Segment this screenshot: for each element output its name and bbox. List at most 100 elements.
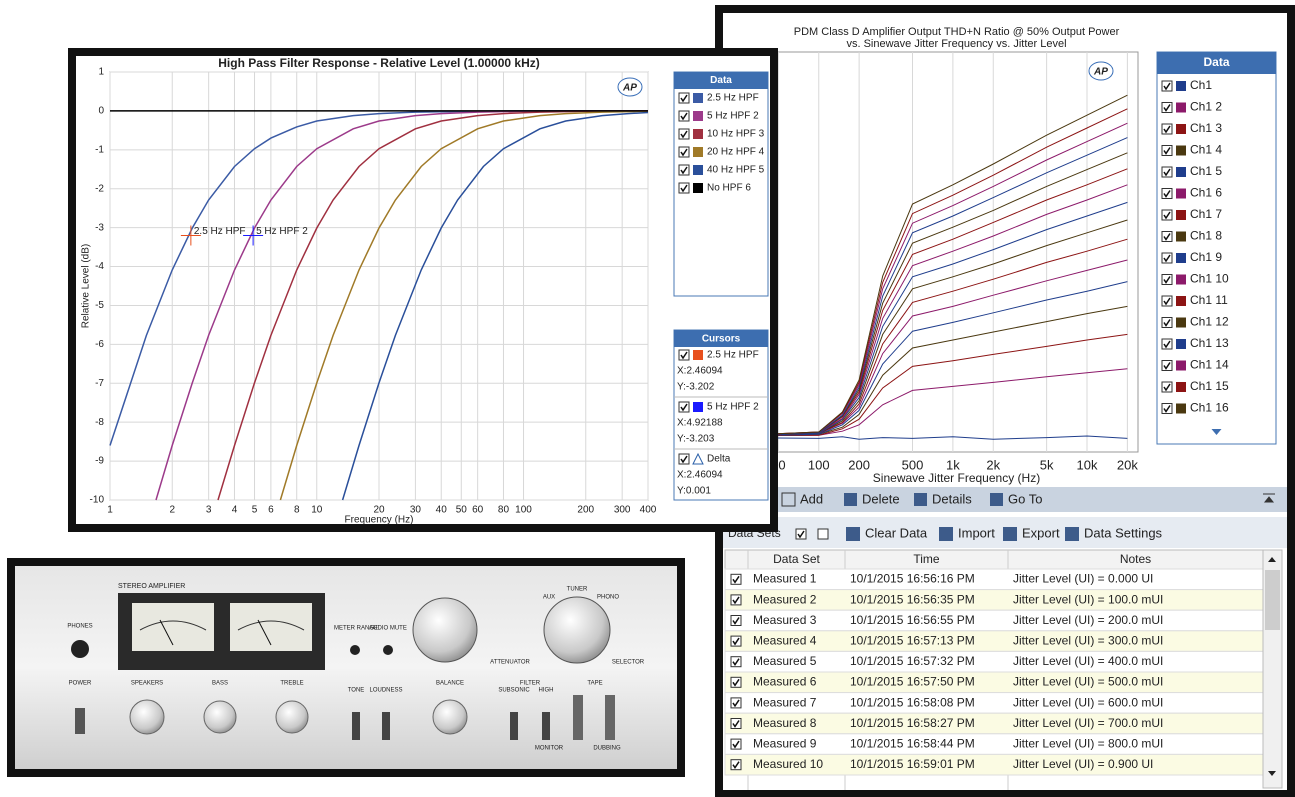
check-mark: [732, 740, 740, 749]
x-tick-label: 1k: [946, 457, 960, 472]
x-tick-label: 400: [640, 505, 657, 516]
legend-label: Ch1 16: [1190, 401, 1229, 415]
legend-swatch: [1176, 210, 1186, 220]
series-line: [725, 368, 1128, 437]
checkbox: [678, 128, 690, 140]
check-mark: [1163, 276, 1171, 284]
check-mark: [732, 761, 740, 770]
legend-label: Ch1 4: [1190, 143, 1222, 157]
y-tick-label: -1: [95, 144, 104, 155]
x-tick-label: 40: [436, 505, 448, 516]
cursor-label: 5 Hz HPF 2: [256, 226, 308, 237]
check-mark: [732, 575, 740, 584]
toolbar-button: Delete: [862, 491, 900, 506]
checkbox: [678, 92, 690, 104]
legend-label: Ch1 10: [1190, 272, 1229, 286]
legend-label: 2.5 Hz HPF: [707, 93, 759, 104]
left-window: High Pass Filter Response - Relative Lev…: [68, 48, 778, 532]
panel-labels: STEREO AMPLIFIER PHONES POWER SPEAKERS B…: [67, 583, 644, 752]
table-cell: Measured 7: [753, 695, 817, 709]
legend-swatch: [1176, 317, 1186, 328]
bar-button: Export: [1022, 525, 1060, 540]
x-tick-label: 80: [498, 505, 510, 516]
series-line: [217, 110, 649, 501]
legend-swatch: [1176, 274, 1186, 285]
bar-button: Import: [958, 525, 995, 540]
x-tick-label: 500: [902, 457, 924, 472]
attenuator-knob: [412, 597, 478, 663]
high-switch: [542, 712, 550, 740]
y-tick-label: -2: [95, 183, 104, 194]
checkbox: [795, 528, 807, 540]
table-cell: Measured 2: [753, 592, 817, 606]
checkbox: [1161, 403, 1173, 414]
x-tick-label: 2: [169, 505, 175, 516]
table-cell: Jitter Level (UI) = 800.0 mUI: [1013, 736, 1163, 750]
checkbox: [730, 718, 742, 729]
check-mark: [1163, 211, 1171, 220]
tape-lever: [605, 695, 615, 740]
selector-knob: [543, 596, 611, 664]
cursor-x: X:4.92188: [677, 418, 723, 429]
plot-area: [724, 51, 1139, 453]
legend-swatch: [693, 111, 703, 121]
series-line: [279, 110, 649, 501]
subsonic-switch: [510, 712, 518, 740]
table-cell: Jitter Level (UI) = 100.0 mUI: [1013, 592, 1163, 606]
panel-label: PHONO: [597, 595, 619, 601]
legend-swatch: [1176, 253, 1186, 263]
check-mark: [1163, 125, 1171, 134]
legend-label: Ch1: [1190, 78, 1212, 92]
panel-label: MONITOR: [535, 746, 564, 752]
table-cell: Jitter Level (UI) = 0.000 UI: [1013, 572, 1153, 586]
checkbox: [1161, 338, 1173, 350]
checkbox: [1161, 231, 1173, 242]
series-line: [725, 94, 1128, 437]
checkbox: [678, 401, 690, 413]
legend-label: Ch1 8: [1190, 229, 1222, 243]
legend-swatch: [1176, 102, 1186, 113]
table-cell: Jitter Level (UI) = 200.0 mUI: [1013, 613, 1163, 627]
meter-face: [132, 603, 214, 651]
legend-header: [674, 72, 768, 89]
checkbox: [678, 182, 690, 194]
check-mark: [1163, 233, 1171, 241]
series-line: [725, 238, 1128, 437]
chart-subtitle: vs. Sinewave Jitter Frequency vs. Jitter…: [846, 38, 1066, 50]
table-cell: 10/1/2015 16:56:16 PM: [850, 572, 975, 586]
checkbox: [678, 164, 690, 176]
check-mark: [1163, 383, 1171, 392]
tape-lever: [573, 695, 583, 740]
series-line: [725, 137, 1128, 437]
data-table: Data Set Time Notes Measured 1 10/1/2015 16:…: [724, 549, 1264, 790]
legend-label: Ch1 15: [1190, 379, 1229, 393]
checkbox: [730, 573, 742, 585]
table-cell: Jitter Level (UI) = 700.0 mUI: [1013, 716, 1163, 730]
check-mark: [1163, 340, 1171, 349]
checkbox: [678, 453, 690, 465]
legend-label: 10 Hz HPF 3: [707, 129, 765, 140]
legend-title: Data: [710, 75, 732, 86]
legend-label: Ch1 12: [1190, 315, 1229, 329]
legend-swatch: [693, 165, 703, 175]
cursor-x: X:2.46094: [677, 366, 723, 377]
legend-label: Ch1 2: [1190, 100, 1222, 114]
x-tick-label: 100: [515, 505, 532, 516]
legend-label: Ch1 5: [1190, 164, 1222, 178]
audio-mute-button: [383, 645, 393, 655]
logo: AP: [1093, 67, 1108, 78]
check-mark: [732, 596, 740, 605]
legend-label: Ch1 9: [1190, 250, 1222, 264]
check-mark: [680, 94, 688, 103]
right-window: PDM Class D Amplifier Output THD+N Ratio…: [715, 5, 1295, 797]
x-tick-label: 300: [614, 505, 631, 516]
table-cell: Jitter Level (UI) = 400.0 mUI: [1013, 654, 1163, 668]
check-mark: [680, 112, 688, 121]
toolbar: [723, 487, 1287, 512]
check-mark: [680, 455, 688, 464]
chart-title: PDM Class D Amplifier Output THD+N Ratio…: [794, 26, 1120, 38]
panel-label: ATTENUATOR: [490, 660, 530, 666]
tone-switch: [352, 712, 360, 740]
legend-label: Ch1 11: [1190, 293, 1228, 307]
checkbox: [1161, 317, 1173, 328]
